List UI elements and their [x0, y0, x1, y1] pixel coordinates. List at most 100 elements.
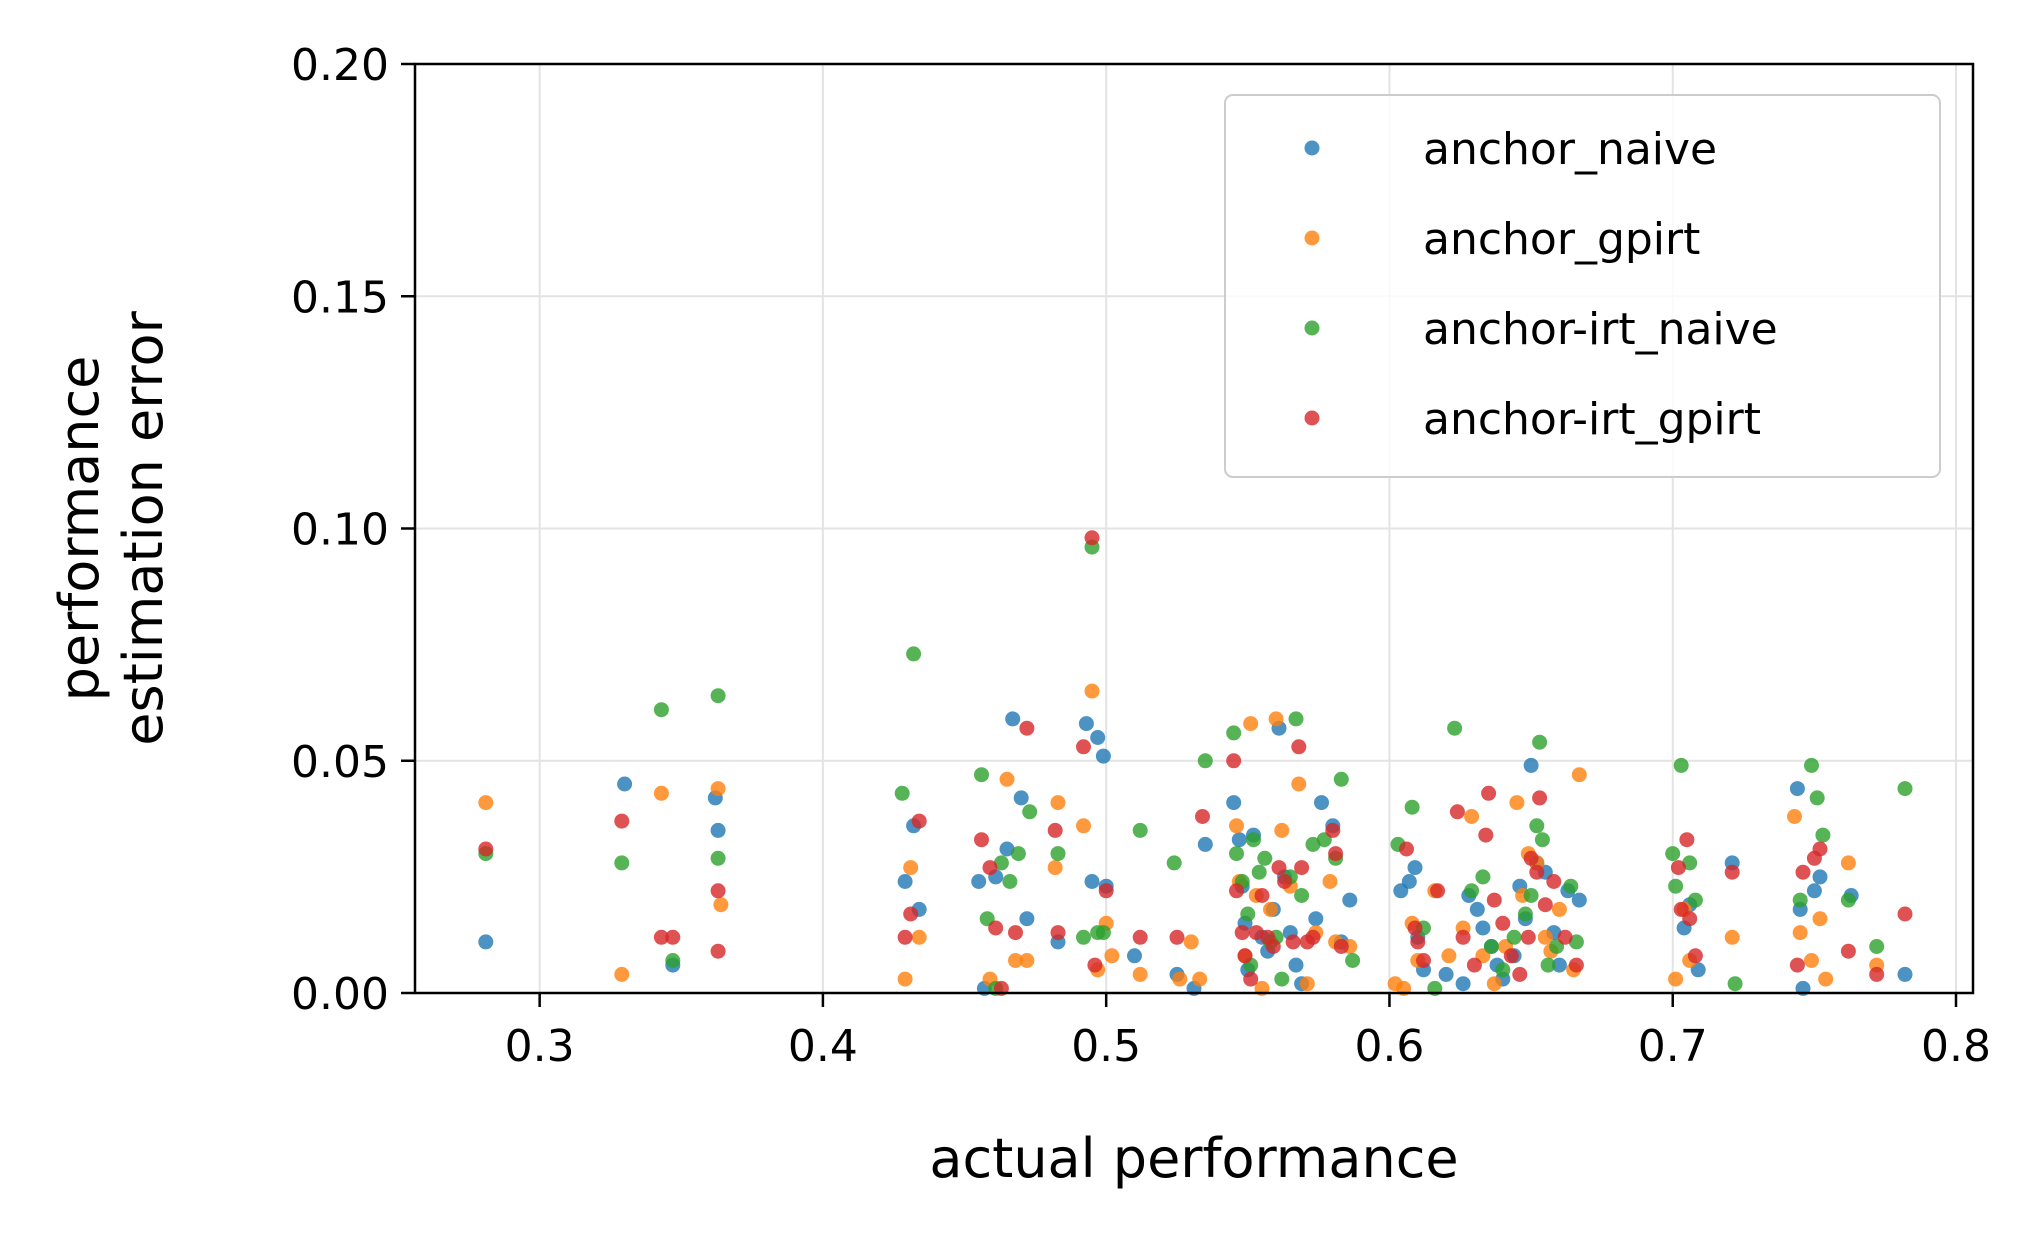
- data-point: [653, 929, 669, 945]
- data-point: [1002, 874, 1018, 889]
- data-point: [478, 934, 494, 950]
- data-point: [1095, 748, 1111, 764]
- data-point: [1183, 934, 1199, 950]
- data-point: [1404, 799, 1420, 815]
- data-point: [665, 953, 681, 968]
- data-point: [1090, 730, 1106, 745]
- data-point: [1285, 934, 1301, 950]
- legend-box: [1224, 94, 1941, 478]
- data-point: [1789, 957, 1805, 973]
- data-point: [1670, 860, 1686, 876]
- data-point: [1013, 790, 1029, 806]
- data-point: [1050, 925, 1066, 941]
- data-point: [713, 897, 729, 913]
- legend-entry: anchor_gpirt: [1304, 214, 1700, 265]
- data-point: [1274, 822, 1290, 838]
- data-point: [1231, 832, 1247, 848]
- legend-label: anchor_naive: [1423, 124, 1717, 175]
- data-point: [1246, 832, 1261, 848]
- legend-label: anchor-irt_gpirt: [1423, 394, 1761, 445]
- data-point: [1291, 776, 1307, 792]
- data-point: [1466, 957, 1482, 973]
- data-point: [1540, 957, 1556, 973]
- data-point: [1724, 929, 1740, 945]
- data-point: [1005, 711, 1021, 727]
- data-point: [1441, 948, 1457, 964]
- x-tick-label: 0.4: [788, 1021, 858, 1072]
- y-axis-label: performance estimation error: [48, 310, 175, 745]
- data-point: [988, 920, 1004, 936]
- data-point: [1551, 957, 1567, 973]
- data-point: [1897, 781, 1913, 797]
- data-point: [1314, 795, 1329, 811]
- data-point: [1274, 971, 1290, 987]
- data-point: [1568, 934, 1584, 950]
- data-point: [1897, 906, 1913, 922]
- data-point: [1291, 739, 1307, 755]
- data-point: [1132, 966, 1148, 982]
- data-point: [1478, 827, 1494, 843]
- data-point: [1532, 790, 1548, 806]
- data-point: [710, 781, 726, 797]
- data-point: [1840, 943, 1856, 959]
- data-point: [911, 813, 927, 829]
- data-point: [653, 702, 669, 718]
- data-point: [1804, 757, 1819, 773]
- data-point: [1449, 804, 1465, 820]
- data-point: [1475, 869, 1491, 885]
- data-point: [1455, 976, 1471, 992]
- data-point: [1571, 892, 1587, 908]
- data-point: [665, 929, 681, 945]
- data-point: [1022, 804, 1038, 820]
- data-point: [1047, 860, 1063, 876]
- data-point: [1503, 948, 1519, 964]
- data-point: [1410, 934, 1426, 950]
- data-point: [1399, 841, 1414, 857]
- data-point: [1687, 892, 1703, 908]
- y-tick-label: 0.15: [291, 272, 389, 323]
- data-point: [1127, 948, 1142, 964]
- data-point: [1277, 874, 1293, 889]
- legend-entries: anchor_naive anchor_gpirt anchor-irt_naive…: [1304, 124, 1778, 445]
- data-point: [1537, 929, 1553, 945]
- data-point: [1333, 939, 1349, 954]
- data-point: [1243, 971, 1259, 987]
- data-point: [614, 855, 630, 871]
- axis-ticks: 0.3 0.4 0.5 0.6 0.7 0.8 0.00 0.05 0.10 0.15 0.20: [291, 40, 1991, 1072]
- data-point: [614, 813, 630, 829]
- data-point: [993, 855, 1009, 871]
- legend-marker: [1304, 320, 1320, 336]
- data-point: [1665, 846, 1681, 862]
- data-point: [897, 929, 913, 945]
- data-point: [1195, 809, 1210, 824]
- data-point: [1095, 925, 1111, 941]
- data-point: [1342, 892, 1358, 908]
- data-point: [1529, 818, 1545, 834]
- series-anchor-irt_naive: [478, 539, 1913, 996]
- data-point: [1682, 911, 1698, 927]
- data-point: [1229, 846, 1244, 862]
- data-point: [1869, 939, 1885, 954]
- data-point: [1263, 901, 1278, 917]
- data-point: [1098, 883, 1114, 899]
- data-point: [1812, 869, 1828, 885]
- data-point: [1486, 976, 1502, 992]
- x-tick-label: 0.3: [505, 1021, 575, 1072]
- data-point: [1464, 809, 1480, 824]
- data-point: [911, 929, 927, 945]
- data-point: [1237, 948, 1253, 964]
- data-point: [971, 874, 987, 889]
- data-point: [1087, 957, 1103, 973]
- data-point: [1084, 683, 1100, 699]
- data-point: [1010, 846, 1026, 862]
- data-point: [617, 776, 633, 792]
- data-point: [1019, 953, 1035, 968]
- data-point: [999, 841, 1015, 857]
- data-point: [1226, 795, 1242, 811]
- data-point: [1512, 966, 1528, 982]
- data-point: [1724, 864, 1740, 880]
- data-point: [1019, 911, 1035, 927]
- data-point: [1076, 818, 1091, 834]
- data-point: [897, 971, 913, 987]
- y-tick-label: 0.10: [291, 505, 389, 556]
